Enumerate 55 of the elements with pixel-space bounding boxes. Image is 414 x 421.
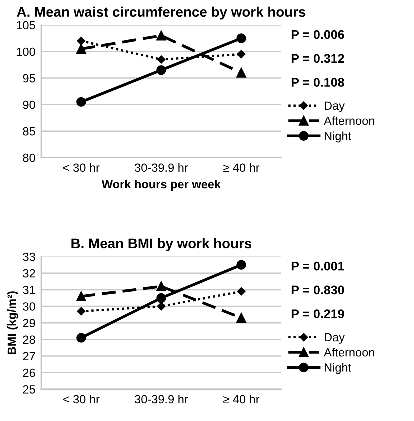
- x-tick-label: 30-39.9 hr: [135, 394, 188, 404]
- chart-title: B. Mean BMI by work hours: [72, 238, 252, 252]
- text: P = 0.108: [292, 78, 344, 87]
- y-tick-label: 100: [17, 48, 36, 56]
- point: [237, 287, 246, 296]
- point: [236, 313, 246, 324]
- legend-label: Night: [324, 363, 352, 374]
- point: [156, 282, 166, 292]
- y-tick-label: 33: [23, 252, 36, 262]
- text: P = 0.006: [292, 30, 344, 40]
- point: [156, 293, 166, 304]
- y-tick-label: 30: [23, 302, 36, 311]
- legend-label: Night: [324, 132, 352, 143]
- point: [77, 307, 86, 316]
- chart-title: A. Mean waist circumference by work hours: [17, 6, 306, 20]
- text: P = 0.001: [292, 262, 344, 271]
- point: [236, 34, 246, 44]
- x-axis-title: Work hours per week: [102, 180, 222, 191]
- y-tick-label: 85: [23, 127, 36, 136]
- y-axis-title: BMI (kg/m²): [7, 292, 19, 354]
- point: [236, 68, 246, 78]
- legend-label: Afternoon: [324, 348, 374, 357]
- x-tick-label: < 30 hr: [63, 163, 100, 172]
- y-tick-label: 28: [23, 336, 36, 344]
- y-tick-label: 26: [23, 368, 36, 378]
- legend-label: Day: [324, 102, 345, 112]
- x-tick-label: < 30 hr: [63, 394, 100, 404]
- y-tick-label: 27: [23, 352, 36, 361]
- point: [237, 50, 246, 59]
- point: [156, 65, 166, 76]
- point: [76, 333, 86, 343]
- y-tick-label: 90: [23, 100, 36, 110]
- point: [76, 97, 86, 108]
- y-tick-label: 32: [23, 269, 36, 278]
- y-tick-label: 95: [23, 74, 36, 83]
- y-tick-label: 105: [17, 21, 36, 30]
- point: [76, 292, 86, 302]
- y-tick-label: 31: [23, 286, 36, 294]
- point: [156, 31, 166, 41]
- x-tick-label: ≥ 40 hr: [224, 394, 260, 404]
- legend-label: Day: [324, 333, 345, 344]
- text: P = 0.830: [292, 286, 344, 295]
- y-tick-label: 25: [23, 385, 36, 394]
- x-tick-label: ≥ 40 hr: [224, 163, 260, 172]
- point: [157, 302, 166, 311]
- text: P = 0.219: [292, 310, 344, 319]
- point: [76, 44, 86, 54]
- y-tick-label: 29: [23, 319, 36, 328]
- point: [77, 37, 86, 46]
- point: [157, 56, 166, 64]
- y-tick-label: 80: [23, 154, 36, 162]
- x-tick-label: 30-39.9 hr: [135, 163, 188, 172]
- point: [236, 260, 246, 270]
- text: P = 0.312: [292, 54, 344, 64]
- legend-label: Afternoon: [324, 116, 374, 126]
